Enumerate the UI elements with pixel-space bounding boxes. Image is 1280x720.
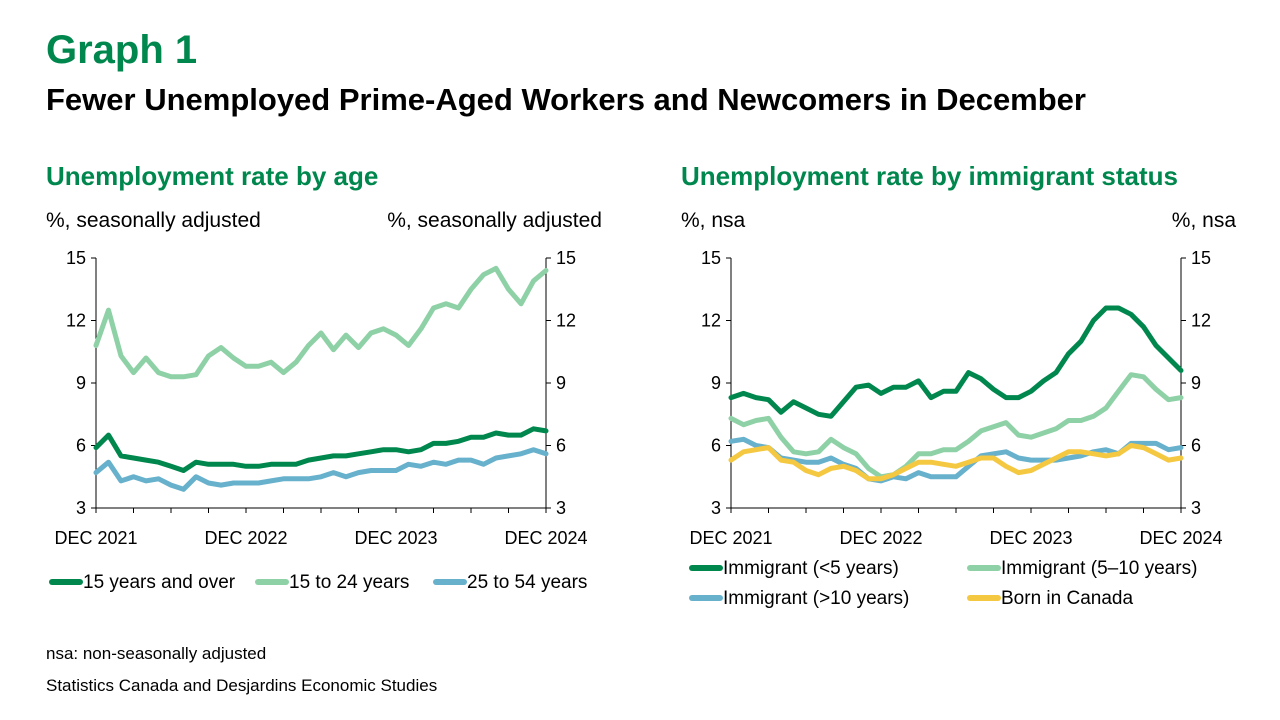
x-tick-label-0-3: DEC 2024 bbox=[504, 528, 587, 548]
y-tick-label-left-1-1: 6 bbox=[711, 436, 721, 456]
y-tick-label-right-1-2: 9 bbox=[1191, 373, 1201, 393]
legend-label-1-1: Immigrant (5–10 years) bbox=[1001, 558, 1197, 579]
x-tick-label-0-0: DEC 2021 bbox=[54, 528, 137, 548]
legend-label-1-3: Born in Canada bbox=[1001, 588, 1133, 609]
y-tick-label-right-0-3: 12 bbox=[556, 311, 576, 331]
y-tick-label-left-0-4: 15 bbox=[66, 248, 86, 268]
y-unit-right-0: %, seasonally adjusted bbox=[387, 209, 602, 232]
y-tick-label-right-1-1: 6 bbox=[1191, 436, 1201, 456]
y-tick-label-left-0-1: 6 bbox=[76, 436, 86, 456]
y-tick-label-right-0-0: 3 bbox=[556, 498, 566, 518]
series-line-1-2 bbox=[728, 436, 1184, 484]
x-tick-label-1-2: DEC 2023 bbox=[989, 528, 1072, 548]
graph-number: Graph 1 bbox=[46, 28, 198, 72]
x-tick-label-1-1: DEC 2022 bbox=[839, 528, 922, 548]
y-tick-label-right-1-4: 15 bbox=[1191, 248, 1211, 268]
y-unit-right-1: %, nsa bbox=[1172, 209, 1237, 232]
legend-label-1-0: Immigrant (<5 years) bbox=[723, 558, 899, 579]
series-line-1-0 bbox=[728, 305, 1184, 419]
series-line-0-0 bbox=[93, 426, 549, 473]
y-tick-label-left-0-3: 12 bbox=[66, 311, 86, 331]
y-tick-label-left-1-0: 3 bbox=[711, 498, 721, 518]
series-line-0-1 bbox=[93, 265, 549, 380]
y-tick-label-right-1-3: 12 bbox=[1191, 311, 1211, 331]
y-tick-label-left-0-2: 9 bbox=[76, 373, 86, 393]
legend-label-0-2: 25 to 54 years bbox=[467, 572, 587, 593]
y-tick-label-left-1-3: 12 bbox=[701, 311, 721, 331]
series-line-1-1 bbox=[728, 372, 1184, 480]
graph-title: Fewer Unemployed Prime-Aged Workers and … bbox=[46, 82, 1086, 117]
x-tick-label-0-1: DEC 2022 bbox=[204, 528, 287, 548]
x-tick-label-0-2: DEC 2023 bbox=[354, 528, 437, 548]
y-tick-label-right-0-1: 6 bbox=[556, 436, 566, 456]
y-unit-left-1: %, nsa bbox=[681, 209, 746, 232]
legend-label-0-1: 15 to 24 years bbox=[289, 572, 409, 593]
y-tick-label-right-1-0: 3 bbox=[1191, 498, 1201, 518]
series-line-0-2 bbox=[93, 447, 549, 492]
y-tick-label-left-0-0: 3 bbox=[76, 498, 86, 518]
y-tick-label-right-0-4: 15 bbox=[556, 248, 576, 268]
chart-title-immigrant: Unemployment rate by immigrant status bbox=[681, 161, 1178, 191]
y-tick-label-left-1-2: 9 bbox=[711, 373, 721, 393]
chart-title-age: Unemployment rate by age bbox=[46, 161, 379, 191]
legend-label-0-0: 15 years and over bbox=[83, 572, 236, 593]
x-tick-label-1-3: DEC 2024 bbox=[1139, 528, 1222, 548]
legend-label-1-2: Immigrant (>10 years) bbox=[723, 588, 909, 609]
series-line-1-3 bbox=[728, 443, 1184, 482]
source-note: Statistics Canada and Desjardins Economi… bbox=[46, 676, 438, 695]
footnote-nsa: nsa: non-seasonally adjusted bbox=[46, 644, 267, 663]
x-tick-label-1-0: DEC 2021 bbox=[689, 528, 772, 548]
y-tick-label-left-1-4: 15 bbox=[701, 248, 721, 268]
y-tick-label-right-0-2: 9 bbox=[556, 373, 566, 393]
y-unit-left-0: %, seasonally adjusted bbox=[46, 209, 261, 232]
